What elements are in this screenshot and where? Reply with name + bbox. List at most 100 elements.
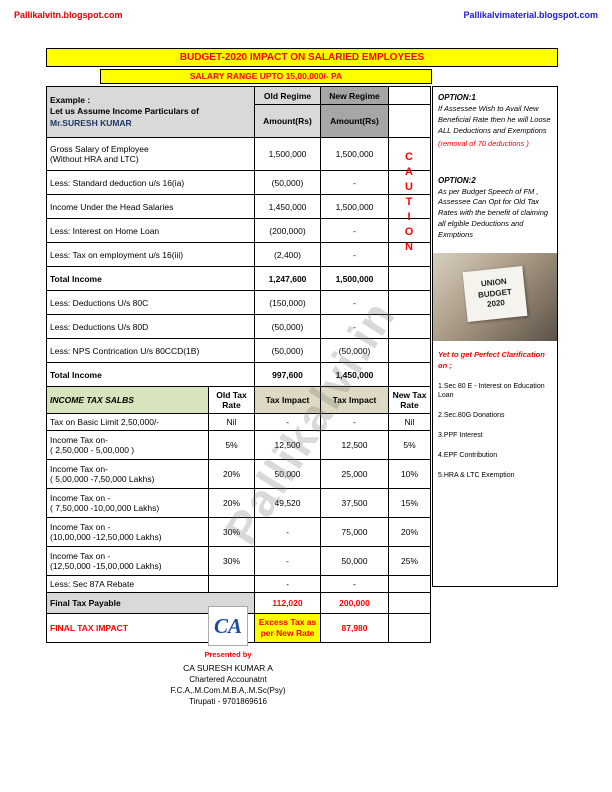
slab-new-impact: 25,000 (320, 459, 389, 489)
income-row-label: Less: Tax on employment u/s 16(iii) (46, 242, 255, 267)
slab-new-impact: - (320, 413, 389, 431)
income-new-amount: 1,500,000 (320, 266, 389, 291)
slab-new-rate: 10% (388, 459, 431, 489)
old-regime-header: Old Regime (254, 86, 321, 105)
slab-row: Income Tax on- ( 2,50,000 - 5,00,000 ) 5… (46, 430, 431, 460)
new-regime-header: New Regime (320, 86, 389, 105)
slab-old-impact: 49,520 (254, 488, 321, 518)
income-row-label: Total Income (46, 266, 255, 291)
income-old-amount: 1,500,000 (254, 137, 321, 171)
slab-row-label: Tax on Basic Limit 2,50,000/- (46, 413, 209, 431)
slab-old-impact: - (254, 517, 321, 547)
slab-row: Income Tax on - (10,00,000 -12,50,000 La… (46, 517, 431, 547)
clarification-item: 4.EPF Contribution (438, 451, 498, 459)
income-row: Gross Salary of Employee (Without HRA an… (46, 137, 431, 171)
option2-title: OPTION:2 (438, 175, 476, 185)
income-new-amount: - (320, 170, 389, 195)
old-amount-header: Amount(Rs) (254, 104, 321, 138)
new-tax-impact-header: Tax Impact (320, 386, 389, 414)
income-new-amount: 1,500,000 (320, 137, 389, 171)
income-old-amount: (2,400) (254, 242, 321, 267)
slab-row-label: Income Tax on- ( 5,00,000 -7,50,000 Lakh… (46, 459, 209, 489)
slab-row: Income Tax on - (12,50,000 -15,00,000 La… (46, 546, 431, 576)
slab-new-impact: 50,000 (320, 546, 389, 576)
income-new-amount: - (320, 218, 389, 243)
slab-new-rate: Nil (388, 413, 431, 431)
slab-old-impact: - (254, 413, 321, 431)
income-row: Less: Deductions U/s 80C (150,000) - (46, 290, 431, 315)
empty-cell (388, 86, 431, 105)
clarification-title: Yet to get Perfect Clarification on ; (438, 349, 545, 370)
clarification-item: 3.PPF Interest (438, 432, 483, 440)
empty-cell (388, 194, 431, 219)
income-row: Less: Standard deduction u/s 16(ia) (50,… (46, 170, 431, 195)
income-old-amount: 1,450,000 (254, 194, 321, 219)
slab-old-rate: Nil (208, 413, 255, 431)
slab-new-impact: 37,500 (320, 488, 389, 518)
empty-cell (388, 362, 431, 387)
slab-row: Tax on Basic Limit 2,50,000/- Nil - - Ni… (46, 413, 431, 431)
option1-title: OPTION:1 (438, 93, 476, 102)
presented-by-label: Presented by (204, 650, 252, 659)
blog-link-left[interactable]: Pallikalvitn.blogspot.com (14, 10, 123, 20)
slab-old-rate: 20% (208, 459, 255, 489)
slab-old-rate: 5% (208, 430, 255, 460)
empty-cell (388, 314, 431, 339)
clarification-item: 1.Sec 80 E - Interest on Education Loan (438, 382, 545, 400)
slab-old-impact: 12,500 (254, 430, 321, 460)
income-new-amount: - (320, 242, 389, 267)
income-old-amount: 997,600 (254, 362, 321, 387)
income-new-amount: 1,450,000 (320, 362, 389, 387)
empty-cell (388, 266, 431, 291)
presenter-contact: Tirupati - 9701869616 (189, 697, 267, 706)
income-old-amount: 1,247,600 (254, 266, 321, 291)
income-old-amount: (50,000) (254, 338, 321, 363)
slab-old-rate: 30% (208, 546, 255, 576)
new-amount-header: Amount(Rs) (320, 104, 389, 138)
presenter-qualifications: F.C.A,.M.Com.M.B.A,.M.Sc(Psy) (170, 686, 286, 695)
ca-logo: CA (208, 606, 248, 646)
slab-row-label: Less: Sec 87A Rebate (46, 575, 209, 593)
slab-old-rate: 20% (208, 488, 255, 518)
presenter-block: CA Presented by CA SURESH KUMAR A Charte… (118, 606, 338, 706)
income-old-amount: (50,000) (254, 314, 321, 339)
slab-old-impact: 50,000 (254, 459, 321, 489)
income-new-amount: - (320, 314, 389, 339)
old-tax-impact-header: Tax Impact (254, 386, 321, 414)
slab-new-rate: 20% (388, 517, 431, 547)
income-row: Less: NPS Contrication U/s 80CCD(1B) (50… (46, 338, 431, 363)
income-row: Income Under the Head Salaries 1,450,000… (46, 194, 431, 219)
empty-cell (388, 613, 431, 643)
slab-row-label: Income Tax on - (12,50,000 -15,00,000 La… (46, 546, 209, 576)
income-new-amount: (50,000) (320, 338, 389, 363)
blog-link-right[interactable]: Pallikalvimaterial.blogspot.com (463, 10, 598, 20)
income-row-label: Income Under the Head Salaries (46, 194, 255, 219)
option1-body: If Assessee Wish to Avail New Beneficial… (438, 104, 551, 135)
income-row-label: Less: Interest on Home Loan (46, 218, 255, 243)
option1-note: (removal of 70 deductions ) (438, 138, 529, 148)
slab-row-label: Income Tax on - ( 7,50,000 -10,00,000 La… (46, 488, 209, 518)
salary-range-banner: SALARY RANGE UPTO 15,00,000/- PA (100, 69, 432, 84)
income-row: Less: Tax on employment u/s 16(iii) (2,4… (46, 242, 431, 267)
options-panel: OPTION:1 If Assessee Wish to Avail New B… (432, 86, 558, 587)
income-row-label: Less: Deductions U/s 80C (46, 290, 255, 315)
example-label: Example : (50, 94, 91, 105)
income-row: Less: Deductions U/s 80D (50,000) - (46, 314, 431, 339)
union-budget-2020-photo: UNION BUDGET 2020 (433, 252, 557, 341)
income-old-amount: (150,000) (254, 290, 321, 315)
old-tax-rate-header: Old Tax Rate (208, 386, 255, 414)
income-row: Less: Interest on Home Loan (200,000) - (46, 218, 431, 243)
assessee-name: Mr.SURESH KUMAR (50, 117, 132, 128)
example-caption: Let us Assume Income Particulars of (50, 106, 199, 117)
income-row-label: Less: NPS Contrication U/s 80CCD(1B) (46, 338, 255, 363)
income-row-label: Gross Salary of Employee (Without HRA an… (46, 137, 255, 171)
example-cell: Example : Let us Assume Income Particula… (46, 86, 255, 138)
income-comparison-table: Example : Let us Assume Income Particula… (46, 86, 431, 643)
income-old-amount: (50,000) (254, 170, 321, 195)
new-tax-rate-header: New Tax Rate (388, 386, 431, 414)
slab-header-row: INCOME TAX SALBS Old Tax Rate Tax Impact… (46, 386, 431, 414)
slab-old-rate (208, 575, 255, 593)
excess-tax-note: Excess Tax as per New Rate (254, 613, 321, 643)
slab-new-rate: 15% (388, 488, 431, 518)
excess-tax-value: 87,980 (320, 613, 389, 643)
